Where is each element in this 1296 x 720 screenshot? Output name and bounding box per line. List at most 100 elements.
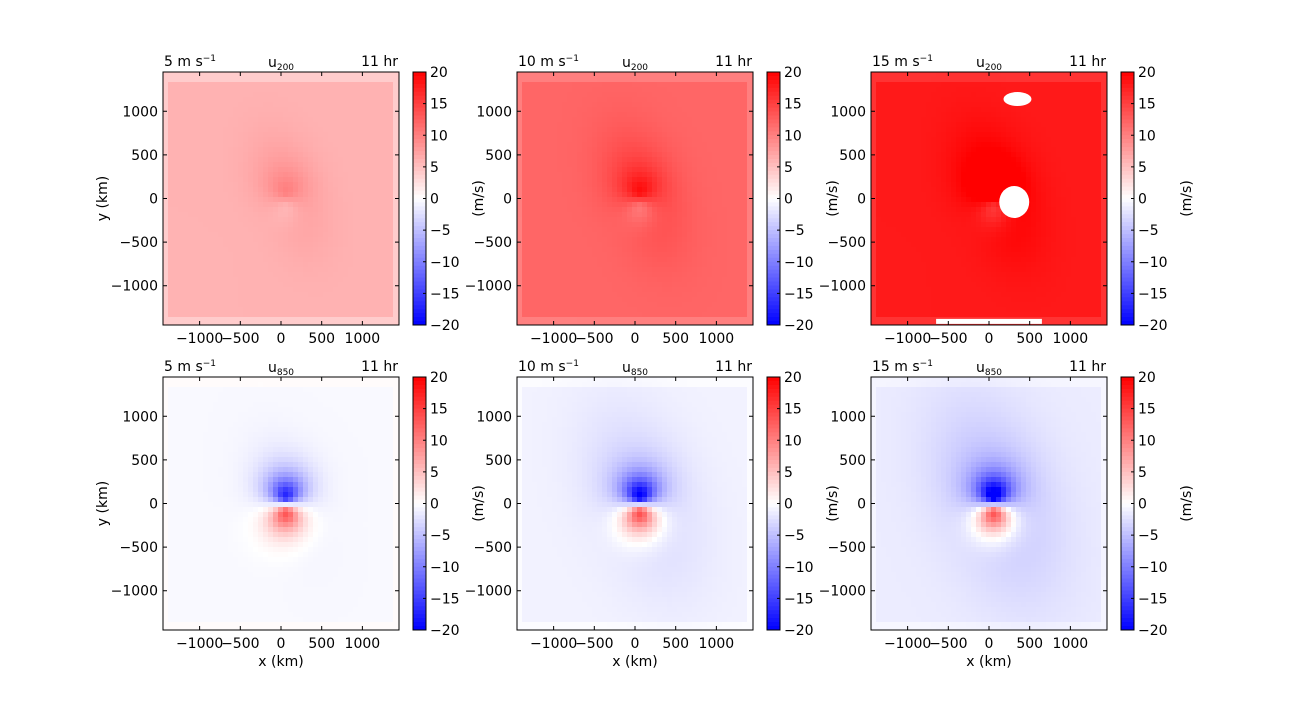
heatmap-cell [223, 172, 229, 178]
heatmap-cell [607, 212, 613, 218]
heatmap-cell [393, 192, 399, 198]
heatmap-cell [268, 117, 274, 123]
heatmap-cell [308, 152, 314, 158]
heatmap-cell [238, 282, 244, 288]
heatmap-cell [592, 252, 598, 258]
heatmap-cell [258, 267, 264, 273]
heatmap-cell [223, 182, 229, 188]
heatmap-cell [717, 247, 723, 253]
heatmap-cell [637, 197, 643, 203]
heatmap-cell [547, 152, 553, 158]
heatmap-cell [268, 322, 274, 326]
heatmap-cell [323, 182, 329, 188]
heatmap-cell [223, 177, 229, 183]
heatmap-cell [707, 182, 713, 188]
heatmap-cell [238, 117, 244, 123]
heatmap-cell [338, 202, 344, 208]
heatmap-cell [587, 197, 593, 203]
heatmap-cell [597, 302, 603, 308]
heatmap-cell [722, 197, 728, 203]
heatmap-cell [522, 172, 528, 178]
heatmap-cell [702, 142, 708, 148]
heatmap-cell [188, 242, 194, 248]
heatmap-cell [627, 197, 633, 203]
heatmap-cell [647, 252, 653, 258]
heatmap-cell [288, 237, 294, 243]
heatmap-cell [383, 317, 389, 323]
heatmap-cell [328, 302, 334, 308]
heatmap-cell [318, 77, 324, 83]
heatmap-cell [727, 172, 733, 178]
heatmap-cell [702, 307, 708, 313]
heatmap-cell [373, 112, 379, 118]
heatmap-cell [632, 242, 638, 248]
heatmap-cell [552, 102, 558, 108]
heatmap-cell [183, 157, 189, 163]
heatmap-cell [522, 187, 528, 193]
heatmap-cell [168, 207, 174, 213]
heatmap-cell [552, 277, 558, 283]
heatmap-cell [577, 167, 583, 173]
heatmap-cell [318, 222, 324, 228]
heatmap-cell [522, 322, 528, 326]
heatmap-cell [517, 247, 523, 253]
heatmap-cell [363, 202, 369, 208]
heatmap-cell [383, 97, 389, 103]
heatmap-cell [542, 202, 548, 208]
heatmap-cell [183, 167, 189, 173]
heatmap-cell [373, 192, 379, 198]
heatmap-cell [178, 312, 184, 318]
heatmap-cell [527, 192, 533, 198]
heatmap-cell [642, 252, 648, 258]
heatmap-cell [657, 242, 663, 248]
heatmap-cell [313, 107, 319, 113]
heatmap-cell [288, 152, 294, 158]
heatmap-cell [373, 162, 379, 168]
heatmap-cell [303, 282, 309, 288]
heatmap-cell [667, 282, 673, 288]
heatmap-cell [373, 172, 379, 178]
heatmap-cell [278, 102, 284, 108]
heatmap-cell [527, 152, 533, 158]
heatmap-cell [532, 232, 538, 238]
heatmap-cell [333, 257, 339, 263]
heatmap-cell [303, 312, 309, 318]
heatmap-cell [522, 117, 528, 123]
heatmap-cell [358, 227, 364, 233]
heatmap-cell [208, 252, 214, 258]
heatmap-cell [732, 272, 738, 278]
heatmap-cell [657, 282, 663, 288]
heatmap-cell [717, 217, 723, 223]
heatmap-cell [323, 322, 329, 326]
heatmap-cell [353, 262, 359, 268]
heatmap-cell [522, 112, 528, 118]
heatmap-cell [607, 252, 613, 258]
heatmap-cell [293, 187, 299, 193]
heatmap-cell [178, 247, 184, 253]
heatmap-cell [168, 227, 174, 233]
heatmap-cell [238, 237, 244, 243]
heatmap-cell [258, 322, 264, 326]
heatmap-cell [283, 147, 289, 153]
colorbar-segment [413, 297, 426, 302]
heatmap-cell [243, 302, 249, 308]
heatmap-cell [687, 127, 693, 133]
heatmap-cell [178, 282, 184, 288]
heatmap-cell [692, 317, 698, 323]
heatmap-cell [253, 282, 259, 288]
heatmap-cell [258, 212, 264, 218]
heatmap-cell [313, 262, 319, 268]
heatmap-cell [522, 107, 528, 113]
heatmap-cell [517, 282, 523, 288]
heatmap-cell [388, 297, 394, 303]
heatmap-cell [617, 142, 623, 148]
heatmap-cell [747, 102, 753, 108]
heatmap-cell [288, 227, 294, 233]
heatmap-cell [338, 207, 344, 213]
heatmap-cell [717, 237, 723, 243]
heatmap-cell [552, 177, 558, 183]
heatmap-cell [373, 102, 379, 108]
heatmap-cell [647, 147, 653, 153]
heatmap-cell [298, 217, 304, 223]
heatmap-cell [562, 107, 568, 113]
